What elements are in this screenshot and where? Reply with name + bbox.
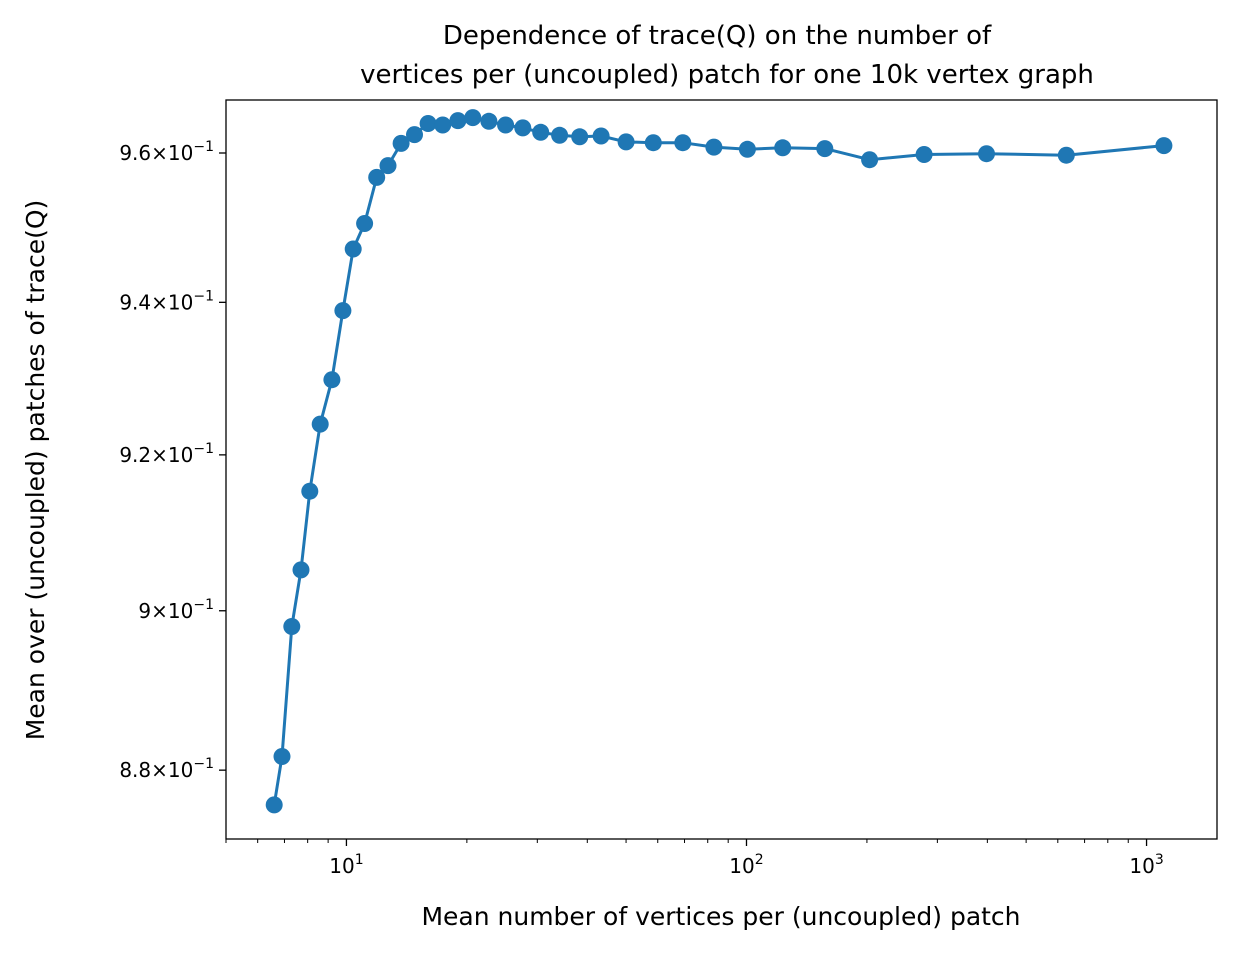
data-point	[861, 151, 879, 169]
data-point	[356, 215, 374, 232]
data-point	[915, 146, 933, 163]
data-point	[617, 133, 635, 151]
data-point	[344, 240, 362, 258]
data-point	[497, 116, 515, 134]
data-point	[434, 116, 452, 134]
data-point	[301, 482, 319, 500]
data-point	[283, 618, 301, 635]
plot-frame	[225, 99, 1218, 840]
data-point	[571, 128, 589, 146]
data-point	[323, 371, 341, 389]
y-tick-label: 9.6×10−1	[119, 139, 214, 165]
data-point	[514, 119, 532, 137]
series-line	[272, 116, 1165, 806]
data-point	[738, 140, 756, 158]
data-point	[311, 415, 329, 433]
data-point	[406, 126, 423, 144]
y-axis-ticks: 8.8×10−1 9×10−1 9.2×10−1 9.4×10−1 9.6×10−1	[119, 139, 226, 782]
data-point	[480, 112, 498, 130]
data-point	[368, 168, 386, 186]
y-tick-label: 9.2×10−1	[119, 441, 214, 467]
y-tick-label: 8.8×10−1	[119, 756, 214, 782]
x-axis-label: Mean number of vertices per (uncoupled) …	[421, 902, 1020, 931]
x-axis-ticks: 101 102 103	[225, 839, 1164, 878]
data-point	[273, 748, 291, 765]
data-point	[1057, 146, 1075, 164]
data-point	[551, 126, 569, 144]
data-point	[334, 302, 352, 320]
data-point	[449, 112, 467, 130]
data-point	[774, 139, 792, 157]
data-point	[674, 134, 692, 152]
data-point	[464, 109, 482, 127]
chart-title-line-2: vertices per (uncoupled) patch for one 1…	[360, 60, 1094, 90]
y-tick-label: 9×10−1	[138, 597, 214, 623]
y-tick-label: 9.4×10−1	[119, 288, 214, 314]
x-tick-label: 102	[729, 852, 763, 878]
data-point	[532, 123, 550, 141]
data-point	[592, 127, 610, 145]
chart-marks	[265, 109, 1173, 814]
data-point	[978, 145, 995, 163]
data-point	[419, 115, 437, 132]
data-point	[816, 140, 834, 158]
data-point	[292, 561, 310, 579]
data-point	[392, 134, 410, 152]
chart-title-line-1: Dependence of trace(Q) on the number of	[443, 21, 992, 51]
x-tick-label: 101	[329, 852, 363, 878]
data-point	[705, 138, 723, 156]
data-point	[379, 157, 397, 175]
x-tick-label: 103	[1129, 852, 1163, 878]
y-axis-label: Mean over (uncoupled) patches of trace(Q…	[21, 200, 50, 741]
data-point	[1155, 137, 1173, 155]
data-point	[265, 796, 283, 814]
data-point	[644, 134, 662, 152]
